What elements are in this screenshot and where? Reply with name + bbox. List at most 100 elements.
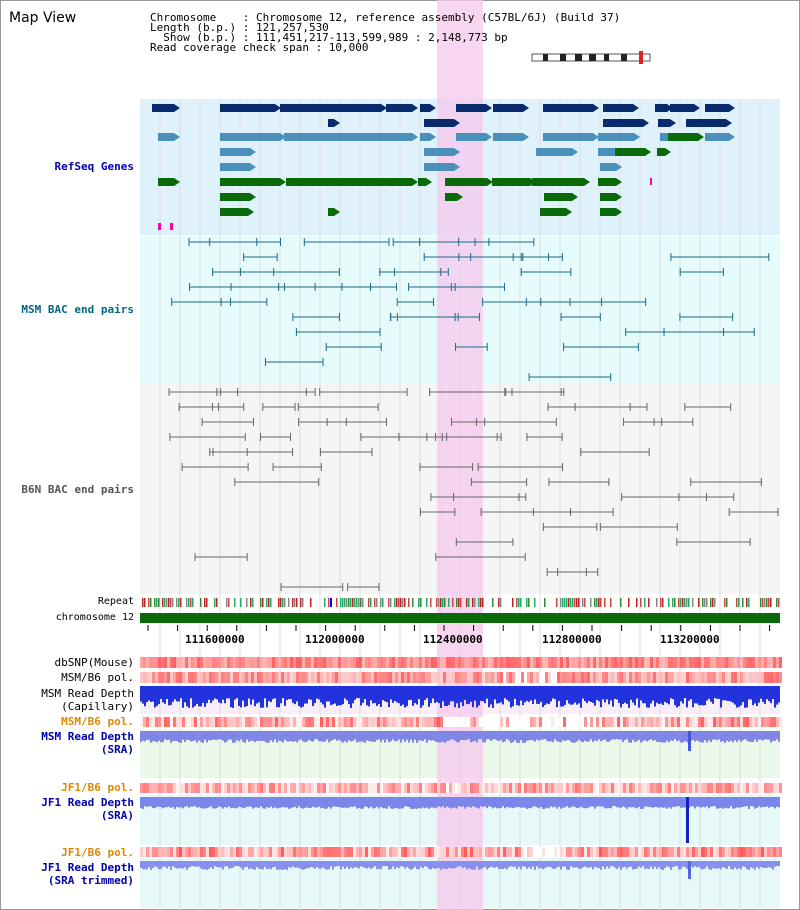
depth-bar xyxy=(778,861,780,867)
depth-bar xyxy=(412,797,414,809)
depth-bar xyxy=(302,861,304,870)
heat-cell xyxy=(425,657,428,668)
depth-bar xyxy=(542,731,544,740)
heat-cell xyxy=(278,657,281,668)
heat-cell xyxy=(476,783,479,793)
depth-bar xyxy=(268,686,270,702)
heat-cell xyxy=(347,672,350,683)
chromosome-bar xyxy=(140,613,780,623)
depth-bar xyxy=(540,731,542,740)
depth-bar xyxy=(682,731,684,743)
depth-bar xyxy=(572,861,574,868)
gene-marker xyxy=(158,223,161,230)
heat-cell xyxy=(149,847,152,857)
repeat-mark xyxy=(368,598,370,607)
depth-bar xyxy=(626,861,628,869)
heat-cell xyxy=(650,657,653,668)
depth-bar xyxy=(596,731,598,742)
heat-cell xyxy=(674,717,677,727)
heat-cell xyxy=(212,717,215,727)
depth-bar xyxy=(386,861,388,867)
track-label-b6n-bac[interactable]: B6N BAC end pairs xyxy=(21,483,134,496)
heat-cell xyxy=(338,847,341,857)
heat-cell xyxy=(773,717,776,727)
depth-bar xyxy=(456,686,458,704)
depth-bar xyxy=(204,686,206,707)
heat-cell xyxy=(533,657,536,668)
heat-cell xyxy=(314,717,317,727)
depth-bar xyxy=(624,797,626,808)
depth-bar xyxy=(630,797,632,808)
track-label-refseq[interactable]: RefSeq Genes xyxy=(54,160,134,173)
heat-cell xyxy=(440,672,443,683)
depth-bar xyxy=(536,731,538,740)
depth-bar xyxy=(346,861,348,867)
depth-bar xyxy=(508,797,510,808)
heat-cell xyxy=(335,847,338,857)
depth-bar xyxy=(290,861,292,868)
repeat-mark xyxy=(396,598,398,607)
depth-bar xyxy=(674,731,676,740)
depth-bar xyxy=(694,861,696,867)
depth-bar xyxy=(576,686,578,705)
heat-cell xyxy=(752,847,755,857)
track-label-msm-bac[interactable]: MSM BAC end pairs xyxy=(21,303,134,316)
depth-bar xyxy=(172,731,174,742)
heat-cell xyxy=(203,783,206,793)
heat-cell xyxy=(143,783,146,793)
heat-cell xyxy=(608,672,611,683)
depth-bar xyxy=(648,861,650,869)
depth-bar xyxy=(152,686,154,702)
depth-bar xyxy=(358,731,360,742)
heat-cell xyxy=(653,783,656,793)
repeat-mark xyxy=(688,598,690,607)
heat-cell xyxy=(461,672,464,683)
heat-cell xyxy=(290,657,293,668)
depth-bar xyxy=(456,731,458,743)
depth-bar xyxy=(276,686,278,708)
heat-cell xyxy=(464,672,467,683)
depth-bar xyxy=(362,731,364,742)
heat-cell xyxy=(530,672,533,683)
depth-bar xyxy=(632,731,634,740)
depth-bar xyxy=(520,731,522,740)
depth-bar xyxy=(678,797,680,807)
depth-bar xyxy=(546,731,548,741)
depth-bar xyxy=(270,686,272,702)
heat-cell xyxy=(380,657,383,668)
depth-bar xyxy=(306,686,308,704)
depth-bar xyxy=(652,861,654,870)
depth-bar xyxy=(304,731,306,743)
depth-bar xyxy=(492,731,494,740)
depth-bar xyxy=(208,731,210,741)
heat-cell xyxy=(218,717,221,727)
heat-cell xyxy=(641,847,644,857)
heat-cell xyxy=(140,672,143,683)
heat-cell xyxy=(605,672,608,683)
depth-bar xyxy=(740,731,742,742)
depth-bar xyxy=(236,861,238,867)
heat-cell xyxy=(569,783,572,793)
heat-cell xyxy=(566,847,569,857)
depth-bar xyxy=(182,861,184,869)
depth-bar xyxy=(714,861,716,869)
heat-cell xyxy=(230,657,233,668)
heat-cell xyxy=(323,672,326,683)
depth-bar xyxy=(282,797,284,807)
header-length: Length (b.p.) : 121,257,530 xyxy=(150,21,329,34)
heat-cell xyxy=(632,672,635,683)
heat-cell xyxy=(446,847,449,857)
heat-cell xyxy=(458,783,461,793)
depth-bar xyxy=(746,731,748,741)
heat-cell xyxy=(278,783,281,793)
depth-bar xyxy=(214,797,216,809)
depth-bar xyxy=(752,686,754,706)
heat-cell xyxy=(716,657,719,668)
heat-cell xyxy=(266,847,269,857)
depth-bar xyxy=(430,731,432,741)
depth-bar xyxy=(634,797,636,808)
depth-bar xyxy=(544,797,546,809)
depth-bar xyxy=(174,731,176,741)
depth-bar xyxy=(240,731,242,740)
